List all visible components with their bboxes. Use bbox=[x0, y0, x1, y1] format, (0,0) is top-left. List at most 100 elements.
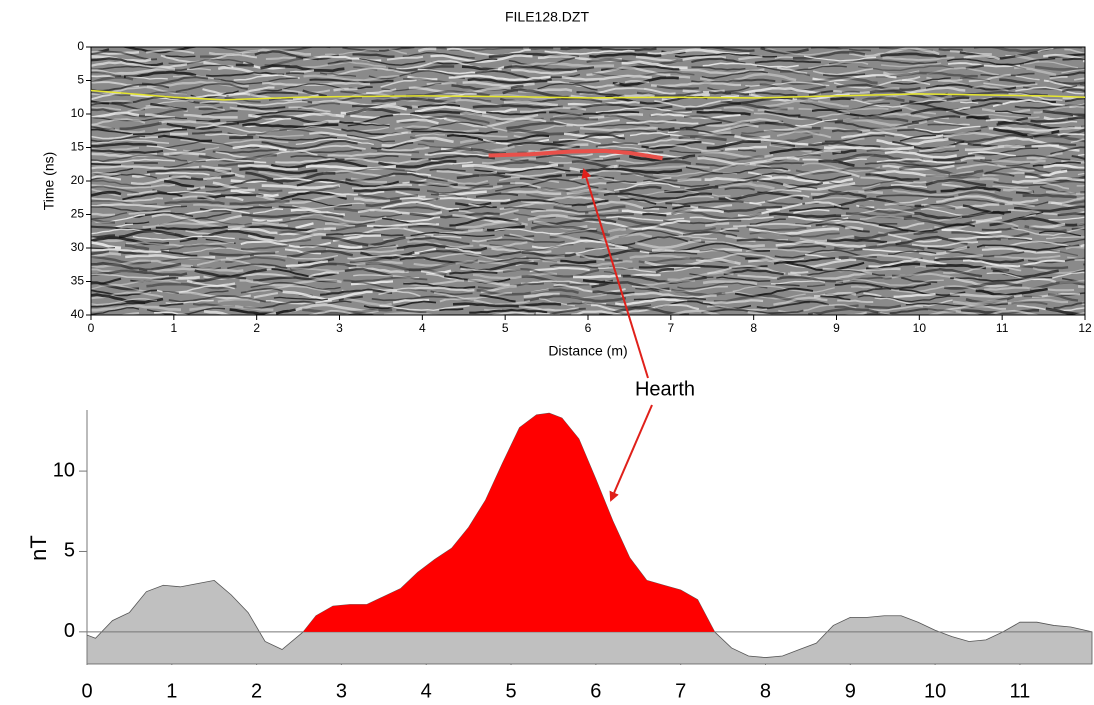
radargram-stripe bbox=[91, 175, 122, 181]
radargram-stripe bbox=[289, 61, 387, 69]
radargram-stripe bbox=[371, 97, 456, 103]
radargram-stripe bbox=[277, 230, 314, 237]
radargram-stripe bbox=[737, 274, 780, 279]
radargram-stripe bbox=[380, 201, 460, 211]
radargram-stripe bbox=[240, 244, 290, 251]
radargram-stripe bbox=[949, 292, 1023, 298]
radargram-stripe bbox=[293, 144, 366, 152]
radargram-stripe bbox=[455, 221, 528, 229]
radargram-stripe bbox=[890, 184, 928, 189]
radargram-stripe bbox=[160, 53, 258, 64]
radargram-stripe bbox=[529, 266, 590, 273]
radargram-stripe bbox=[960, 156, 985, 162]
radargram-stripe bbox=[290, 262, 357, 271]
radargram-stripe bbox=[165, 55, 196, 58]
radargram-stripe bbox=[801, 162, 881, 173]
radargram-stripe bbox=[346, 134, 395, 143]
radargram-stripe bbox=[721, 291, 806, 300]
radargram-stripe bbox=[595, 142, 638, 148]
radargram-stripe bbox=[542, 260, 633, 267]
radargram-stripe bbox=[91, 246, 116, 250]
radargram-stripe bbox=[392, 298, 430, 304]
radargram-stripe bbox=[864, 161, 967, 168]
radargram-stripe bbox=[399, 114, 490, 125]
radargram-stripe bbox=[275, 158, 336, 164]
radargram-stripe bbox=[765, 48, 850, 56]
radargram-stripe bbox=[707, 86, 750, 93]
radargram-stripe bbox=[938, 48, 963, 52]
radargram-stripe bbox=[638, 264, 729, 269]
radargram-stripe bbox=[807, 284, 826, 288]
radargram-stripe bbox=[549, 229, 610, 239]
radargram-stripe bbox=[379, 304, 470, 312]
radargram-stripe bbox=[513, 134, 550, 140]
radargram-stripe bbox=[833, 87, 900, 95]
radargram-stripe bbox=[342, 47, 415, 52]
radargram-stripe bbox=[682, 316, 718, 318]
radargram-stripe bbox=[818, 159, 855, 167]
radargram-stripe bbox=[743, 201, 762, 206]
radargram-stripe bbox=[91, 304, 182, 312]
radargram-stripe bbox=[285, 260, 329, 268]
radargram-stripe bbox=[1065, 245, 1085, 250]
radargram-stripe bbox=[615, 298, 688, 306]
radargram-stripe bbox=[326, 67, 412, 76]
radargram-stripe bbox=[295, 138, 374, 145]
radargram-stripe bbox=[288, 303, 379, 313]
radargram-stripe bbox=[952, 299, 1008, 305]
radargram-stripe bbox=[127, 106, 188, 113]
radargram-stripe bbox=[585, 314, 607, 315]
radargram-stripe bbox=[91, 214, 146, 224]
radargram-stripe bbox=[747, 171, 773, 178]
radargram-stripe bbox=[333, 87, 358, 92]
radargram-stripe bbox=[685, 166, 789, 174]
radargram-stripe bbox=[472, 104, 563, 110]
radargram-stripe bbox=[958, 190, 1013, 201]
radargram-stripe bbox=[919, 144, 956, 153]
radargram-stripe bbox=[1022, 193, 1077, 199]
radargram-stripe bbox=[460, 267, 521, 273]
radargram-stripe bbox=[1038, 230, 1082, 237]
radargram-stripe bbox=[669, 150, 724, 154]
radargram-stripe bbox=[868, 305, 923, 312]
radargram-stripe bbox=[226, 255, 251, 260]
radargram-stripe bbox=[552, 133, 626, 144]
radargram-stripe bbox=[251, 221, 289, 228]
radargram-stripe bbox=[327, 300, 352, 305]
radargram-stripe bbox=[91, 75, 116, 79]
radargram-stripe bbox=[773, 261, 865, 272]
line-series bbox=[90, 89, 1086, 101]
radargram-stripe bbox=[239, 278, 342, 287]
radargram-stripe bbox=[215, 150, 318, 159]
radargram-stripe bbox=[163, 160, 206, 168]
radargram-stripe bbox=[1023, 61, 1079, 69]
radargram-stripe bbox=[360, 251, 415, 260]
radargram-stripe bbox=[91, 183, 176, 189]
radargram-stripe bbox=[560, 259, 597, 265]
radargram-stripe bbox=[327, 152, 412, 158]
radargram-stripe bbox=[305, 309, 362, 315]
radargram-stripe bbox=[513, 212, 556, 219]
radargram-stripe bbox=[91, 71, 122, 77]
radargram-stripe bbox=[746, 225, 807, 232]
radargram-stripe bbox=[1039, 185, 1077, 195]
radargram-stripe bbox=[689, 273, 714, 278]
radargram-stripe bbox=[538, 298, 576, 307]
radargram-stripe bbox=[262, 81, 371, 87]
radargram-stripe bbox=[291, 198, 353, 207]
radargram-stripe bbox=[994, 254, 1061, 260]
radargram-stripe bbox=[371, 295, 474, 302]
radargram-stripe bbox=[808, 141, 881, 149]
radargram-stripe bbox=[203, 309, 277, 315]
radargram-stripe bbox=[530, 209, 586, 215]
radargram-stripe bbox=[774, 56, 793, 59]
radargram-stripe bbox=[591, 281, 670, 291]
radargram-stripe bbox=[699, 248, 766, 259]
radargram-stripe bbox=[255, 133, 304, 138]
radargram-stripe bbox=[523, 292, 560, 298]
radargram-stripe bbox=[505, 171, 566, 177]
radargram-stripe bbox=[91, 212, 128, 220]
radargram-stripe bbox=[343, 297, 392, 307]
radargram-stripe bbox=[992, 185, 1029, 189]
radargram-stripe bbox=[401, 317, 509, 320]
